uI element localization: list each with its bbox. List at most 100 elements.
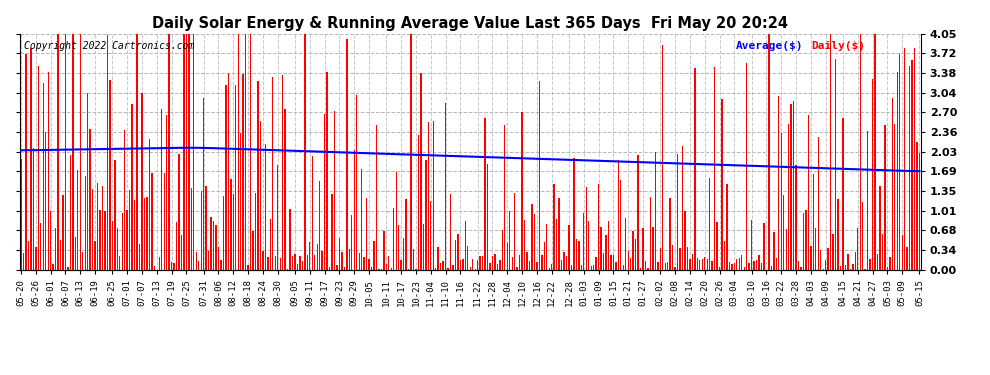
Bar [423, 224, 424, 270]
Bar [218, 248, 219, 270]
Bar [139, 244, 141, 270]
Bar [507, 243, 508, 270]
Bar [566, 256, 567, 270]
Bar [677, 154, 678, 270]
Bar [69, 155, 71, 270]
Bar [405, 199, 407, 270]
Bar [249, 34, 251, 270]
Bar [805, 210, 807, 270]
Bar [882, 234, 883, 270]
Bar [487, 165, 488, 270]
Bar [203, 98, 204, 270]
Bar [684, 211, 686, 270]
Bar [593, 265, 594, 270]
Bar [408, 269, 409, 270]
Bar [768, 34, 769, 270]
Bar [775, 258, 777, 270]
Bar [329, 267, 331, 270]
Bar [840, 266, 842, 270]
Bar [727, 184, 728, 270]
Bar [289, 209, 291, 270]
Bar [443, 261, 444, 270]
Bar [657, 262, 658, 270]
Bar [267, 258, 268, 270]
Bar [682, 146, 683, 270]
Bar [578, 241, 579, 270]
Bar [297, 264, 298, 270]
Bar [810, 246, 812, 270]
Bar [188, 34, 189, 270]
Bar [724, 242, 725, 270]
Bar [785, 229, 787, 270]
Bar [849, 269, 851, 270]
Bar [712, 261, 713, 270]
Bar [403, 238, 404, 270]
Bar [773, 232, 774, 270]
Bar [563, 252, 564, 270]
Bar [479, 256, 481, 270]
Bar [899, 54, 900, 270]
Bar [672, 244, 673, 270]
Bar [43, 83, 44, 270]
Bar [610, 255, 612, 270]
Bar [21, 159, 22, 270]
Bar [647, 268, 648, 270]
Bar [519, 255, 521, 270]
Bar [176, 222, 177, 270]
Bar [272, 76, 273, 270]
Bar [193, 34, 194, 270]
Bar [595, 257, 597, 270]
Bar [262, 251, 263, 270]
Bar [509, 211, 511, 270]
Bar [699, 260, 701, 270]
Bar [546, 224, 547, 270]
Bar [233, 194, 234, 270]
Bar [581, 264, 582, 270]
Bar [722, 99, 723, 270]
Bar [381, 269, 382, 270]
Bar [815, 228, 817, 270]
Bar [445, 103, 446, 270]
Bar [912, 60, 913, 270]
Bar [378, 269, 379, 270]
Bar [348, 249, 350, 270]
Bar [119, 256, 121, 270]
Bar [867, 131, 868, 270]
Bar [605, 235, 607, 270]
Bar [613, 255, 614, 270]
Bar [820, 251, 822, 270]
Bar [317, 243, 318, 270]
Bar [548, 268, 549, 270]
Bar [635, 239, 637, 270]
Bar [223, 196, 224, 270]
Bar [914, 48, 915, 270]
Bar [144, 198, 146, 270]
Bar [532, 204, 533, 270]
Text: Daily($): Daily($) [811, 41, 865, 51]
Bar [23, 252, 24, 270]
Bar [534, 214, 536, 270]
Bar [492, 256, 493, 270]
Bar [887, 267, 888, 270]
Bar [358, 253, 359, 270]
Bar [798, 261, 799, 270]
Bar [590, 266, 592, 270]
Bar [216, 225, 217, 270]
Bar [576, 239, 577, 270]
Bar [825, 260, 827, 270]
Bar [719, 267, 720, 270]
Bar [793, 101, 794, 270]
Bar [737, 259, 738, 270]
Bar [628, 251, 629, 270]
Bar [319, 181, 321, 270]
Bar [235, 85, 237, 270]
Bar [41, 224, 42, 270]
Bar [104, 211, 106, 270]
Bar [259, 121, 261, 270]
Bar [148, 138, 150, 270]
Bar [292, 256, 293, 270]
Bar [756, 260, 757, 270]
Bar [186, 34, 187, 270]
Bar [625, 218, 627, 270]
Bar [859, 34, 861, 270]
